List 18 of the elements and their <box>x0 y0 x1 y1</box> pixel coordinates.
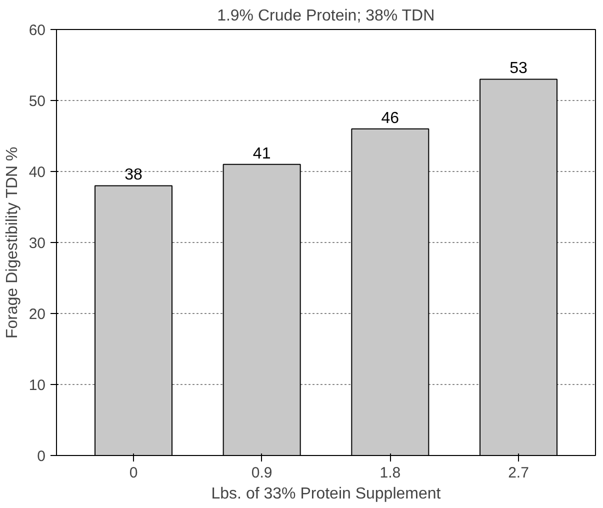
chart-subtitle: 1.9% Crude Protein; 38% TDN <box>217 8 435 24</box>
data-label: 46 <box>381 110 400 127</box>
y-tick-label: 0 <box>37 448 46 465</box>
y-axis-title: Forage Digestibility TDN % <box>4 146 21 339</box>
x-tick-label: 0 <box>129 464 138 482</box>
data-label: 53 <box>510 60 528 78</box>
x-axis-title: Lbs. of 33% Protein Supplement <box>211 486 442 502</box>
x-tick-label: 0.9 <box>251 464 272 482</box>
data-label: 38 <box>124 166 142 184</box>
y-tick-label: 30 <box>28 235 46 252</box>
data-label: 41 <box>252 145 271 162</box>
y-tick-label: 60 <box>28 22 46 39</box>
y-tick-label: 50 <box>28 93 46 110</box>
x-tick-label: 2.7 <box>508 464 529 482</box>
y-tick-label: 10 <box>28 377 46 394</box>
y-tick-label: 40 <box>28 164 46 181</box>
y-tick-label: 20 <box>28 306 46 323</box>
x-tick-label: 1.8 <box>380 464 401 482</box>
